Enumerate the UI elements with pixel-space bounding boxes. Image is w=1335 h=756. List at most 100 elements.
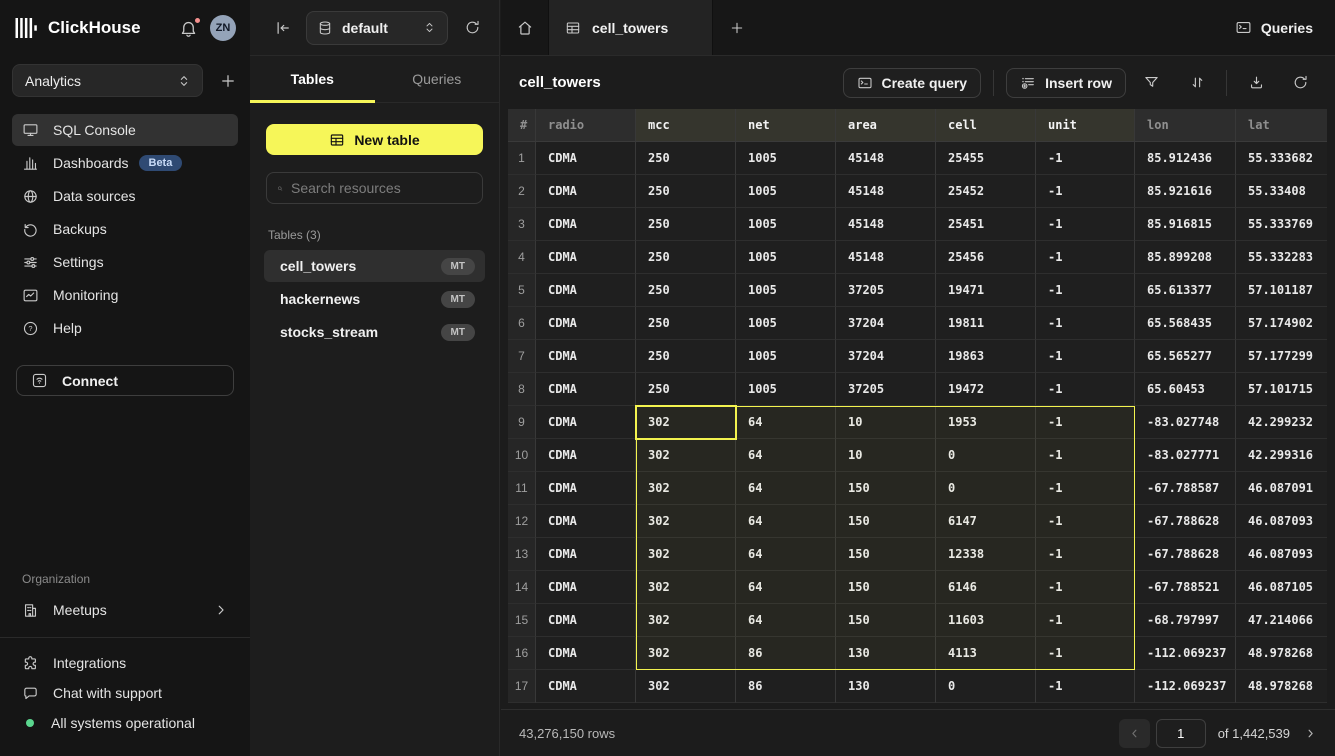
column-header-mcc[interactable]: mcc [636,109,736,142]
cell[interactable]: 55.333769 [1236,208,1327,241]
cell[interactable]: 150 [836,538,936,571]
notifications-bell-icon[interactable] [179,19,198,38]
column-header-lat[interactable]: lat [1236,109,1327,142]
cell[interactable]: 1005 [736,373,836,406]
cell[interactable]: 10 [836,406,936,439]
cell[interactable]: 55.333682 [1236,142,1327,175]
avatar[interactable]: ZN [210,15,236,41]
cell[interactable]: 302 [636,538,736,571]
cell[interactable]: 302 [636,439,736,472]
cell[interactable]: -1 [1036,340,1135,373]
cell[interactable]: CDMA [536,538,636,571]
column-header-unit[interactable]: unit [1036,109,1135,142]
export-button[interactable] [1239,68,1273,98]
cell[interactable]: -67.788587 [1135,472,1236,505]
tab-cell-towers[interactable]: cell_towers [548,0,713,55]
new-table-button[interactable]: New table [266,124,483,155]
cell[interactable]: 4113 [936,637,1036,670]
cell[interactable]: 250 [636,307,736,340]
cell[interactable]: 57.101715 [1236,373,1327,406]
cell[interactable]: 55.332283 [1236,241,1327,274]
cell[interactable]: CDMA [536,274,636,307]
cell[interactable]: 47.214066 [1236,604,1327,637]
cell[interactable]: 12338 [936,538,1036,571]
cell[interactable]: -68.797997 [1135,604,1236,637]
tab-queries[interactable]: Queries [375,56,500,102]
sidebar-item-meetups[interactable]: Meetups [12,594,238,626]
cell[interactable]: 6147 [936,505,1036,538]
column-header-area[interactable]: area [836,109,936,142]
cell[interactable]: 48.978268 [1236,670,1327,703]
cell[interactable]: 250 [636,175,736,208]
cell[interactable]: 250 [636,208,736,241]
cell[interactable]: -1 [1036,142,1135,175]
cell[interactable]: 302 [636,571,736,604]
cell[interactable]: 45148 [836,208,936,241]
page-input[interactable] [1156,719,1206,748]
cell[interactable]: 85.916815 [1135,208,1236,241]
cell[interactable]: -1 [1036,175,1135,208]
cell[interactable]: 0 [936,670,1036,703]
cell[interactable]: 37205 [836,373,936,406]
cell[interactable]: -1 [1036,472,1135,505]
cell[interactable]: 45148 [836,241,936,274]
cell[interactable]: 65.60453 [1135,373,1236,406]
cell[interactable]: 6146 [936,571,1036,604]
cell[interactable]: 57.101187 [1236,274,1327,307]
cell[interactable]: 150 [836,505,936,538]
cell[interactable]: 19863 [936,340,1036,373]
cell[interactable]: CDMA [536,439,636,472]
cell[interactable]: CDMA [536,571,636,604]
column-header-lon[interactable]: lon [1135,109,1236,142]
cell[interactable]: 1005 [736,340,836,373]
cell[interactable]: 46.087105 [1236,571,1327,604]
search-input[interactable] [291,180,472,196]
cell[interactable]: 302 [636,406,736,439]
cell[interactable]: CDMA [536,142,636,175]
cell[interactable]: 42.299316 [1236,439,1327,472]
cell[interactable]: -67.788521 [1135,571,1236,604]
cell[interactable]: 250 [636,373,736,406]
cell[interactable]: 25451 [936,208,1036,241]
cell[interactable]: 65.613377 [1135,274,1236,307]
cell[interactable]: 45148 [836,175,936,208]
cell[interactable]: 64 [736,505,836,538]
cell[interactable]: 19471 [936,274,1036,307]
cell[interactable]: 150 [836,472,936,505]
sidebar-item-sql-console[interactable]: SQL Console [12,114,238,146]
system-status-item[interactable]: All systems operational [0,708,250,738]
cell[interactable]: -1 [1036,274,1135,307]
sidebar-item-backups[interactable]: Backups [12,213,238,245]
cell[interactable]: 42.299232 [1236,406,1327,439]
cell[interactable]: CDMA [536,307,636,340]
workspace-select[interactable]: Analytics [12,64,203,97]
cell[interactable]: -67.788628 [1135,538,1236,571]
cell[interactable]: -1 [1036,670,1135,703]
cell[interactable]: 25456 [936,241,1036,274]
cell[interactable]: 19472 [936,373,1036,406]
cell[interactable]: -1 [1036,571,1135,604]
cell[interactable]: 64 [736,439,836,472]
cell[interactable]: 57.174902 [1236,307,1327,340]
cell[interactable]: 57.177299 [1236,340,1327,373]
cell[interactable]: 250 [636,340,736,373]
cell[interactable]: 65.565277 [1135,340,1236,373]
cell[interactable]: CDMA [536,373,636,406]
cell[interactable]: 302 [636,505,736,538]
cell[interactable]: -1 [1036,538,1135,571]
cell[interactable]: 25452 [936,175,1036,208]
cell[interactable]: 64 [736,604,836,637]
cell[interactable]: -1 [1036,208,1135,241]
cell[interactable]: 150 [836,604,936,637]
cell[interactable]: 85.921616 [1135,175,1236,208]
cell[interactable]: 64 [736,406,836,439]
cell[interactable]: 46.087091 [1236,472,1327,505]
cell[interactable]: -83.027771 [1135,439,1236,472]
cell[interactable]: 10 [836,439,936,472]
cell[interactable]: -67.788628 [1135,505,1236,538]
cell[interactable]: 1005 [736,307,836,340]
cell[interactable]: 250 [636,241,736,274]
cell[interactable]: 37204 [836,340,936,373]
cell[interactable]: 1005 [736,208,836,241]
cell[interactable]: -1 [1036,406,1135,439]
